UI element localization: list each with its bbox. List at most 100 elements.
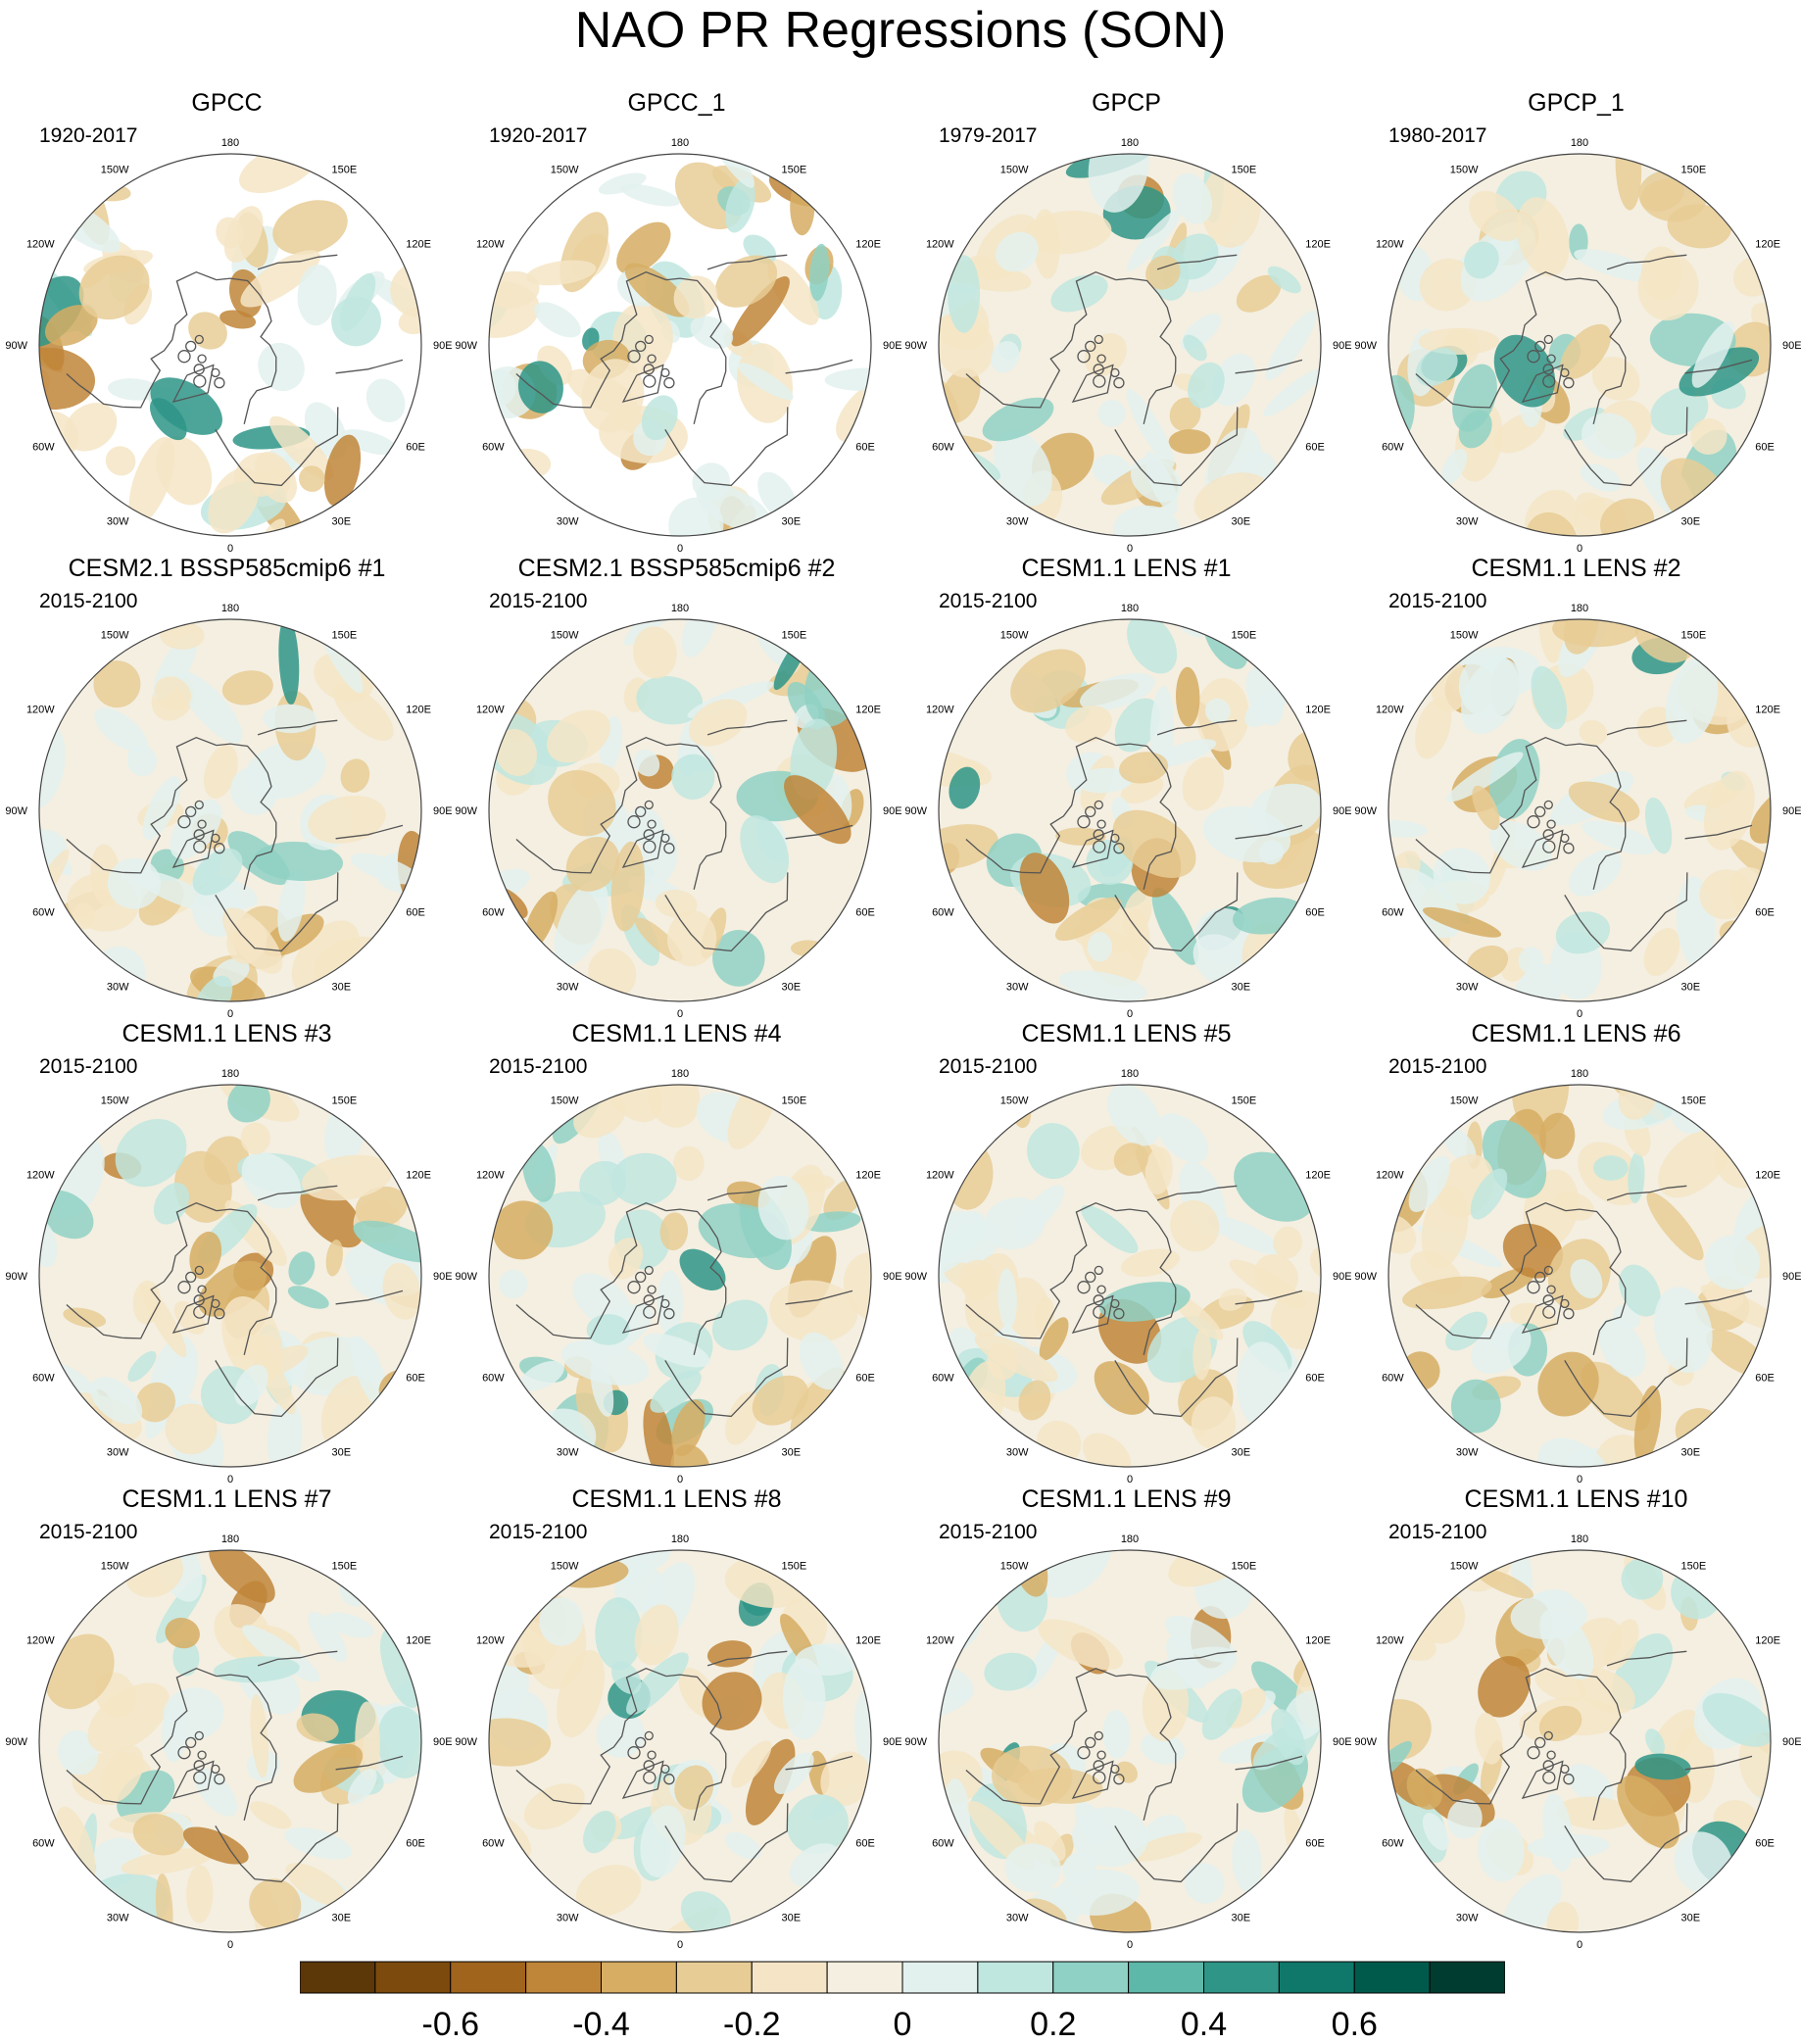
longitude-label: 90W	[1354, 1736, 1377, 1748]
longitude-label: 120W	[1376, 1170, 1404, 1182]
longitude-label: 60W	[932, 907, 954, 919]
longitude-label: 30W	[1456, 981, 1479, 993]
longitude-label: 90W	[455, 1736, 477, 1748]
longitude-label: 120W	[926, 705, 954, 716]
longitude-label: 180	[221, 603, 239, 614]
longitude-label: 90W	[904, 1271, 927, 1283]
longitude-label: 30E	[782, 1912, 802, 1923]
panel-period: 2015-2100	[489, 590, 588, 612]
longitude-label: 150W	[101, 630, 129, 642]
longitude-label: 150E	[782, 630, 807, 642]
panel-title: CESM1.1 LENS #7	[122, 1485, 332, 1513]
longitude-label: 180	[671, 137, 689, 149]
longitude-label: 60W	[32, 1373, 55, 1385]
longitude-label: 30W	[557, 1912, 579, 1923]
longitude-label: 150W	[1000, 165, 1029, 176]
longitude-label: 120W	[1376, 239, 1404, 251]
longitude-label: 90E	[433, 805, 452, 817]
coastlines	[965, 1185, 1303, 1418]
longitude-label: 60W	[1382, 442, 1404, 454]
longitude-label: 30E	[1681, 515, 1701, 527]
polar-map: 180 150E 120E 90E 60E 30E 0 30W 60W 90W 120W 150W	[455, 1068, 901, 1485]
panel-title: GPCP	[1092, 89, 1161, 117]
panel-period: 2015-2100	[489, 1055, 588, 1078]
longitude-label: 150E	[332, 630, 358, 642]
longitude-label: 150E	[1232, 165, 1257, 176]
longitude-label: 30W	[107, 981, 129, 993]
colorbar-swatch	[300, 1961, 376, 1994]
longitude-label: 60W	[482, 1373, 505, 1385]
longitude-label: 30W	[1006, 515, 1029, 527]
longitude-label: 60E	[406, 1373, 425, 1385]
coastlines	[66, 1650, 404, 1883]
longitude-label: 120E	[1755, 239, 1780, 251]
longitude-label: 120W	[476, 705, 505, 716]
longitude-label: 180	[221, 137, 239, 149]
longitude-label: 30W	[557, 1446, 579, 1458]
longitude-label: 0	[1577, 1474, 1582, 1485]
precip-field	[1388, 1550, 1771, 1932]
longitude-label: 120W	[926, 239, 954, 251]
longitude-label: 0	[677, 1008, 683, 1020]
longitude-label: 60E	[1305, 1838, 1325, 1850]
longitude-label: 90E	[883, 1736, 901, 1748]
longitude-label: 150W	[101, 1561, 129, 1573]
longitude-label: 180	[671, 1533, 689, 1545]
longitude-label: 30W	[557, 981, 579, 993]
longitude-label: 60E	[406, 1838, 425, 1850]
map-panel: CESM1.1 LENS #5 180 150E 120E 90E 60E 30E 0 30W 6…	[901, 1019, 1351, 1485]
polar-map: 180 150E 120E 90E 60E 30E 0 30W 60W 90W 120W 150W	[1354, 603, 1801, 1020]
longitude-label: 90E	[1782, 1271, 1801, 1283]
longitude-label: 60W	[32, 1838, 55, 1850]
longitude-label: 60W	[932, 1373, 954, 1385]
longitude-label: 150E	[332, 165, 358, 176]
map-panel: CESM1.1 LENS #3 180 150E 120E 90E 60E 30E 0 30W 6…	[2, 1019, 452, 1485]
longitude-label: 120E	[406, 705, 431, 716]
map-panel: CESM1.1 LENS #8 180 150E 120E 90E 60E 30E 0 30W 6…	[452, 1484, 901, 1951]
longitude-label: 180	[1121, 137, 1139, 149]
longitude-label: 150W	[1000, 1095, 1029, 1107]
coastlines	[66, 254, 404, 487]
polar-map: 180 150E 120E 90E 60E 30E 0 30W 60W 90W 120W 150W	[1354, 1068, 1801, 1485]
longitude-label: 60E	[1305, 907, 1325, 919]
coastlines	[515, 1185, 853, 1418]
longitude-label: 90W	[5, 805, 27, 817]
longitude-label: 150W	[551, 630, 579, 642]
colorbar-swatch	[374, 1961, 452, 1994]
colorbar-tick-label: -0.2	[723, 2006, 781, 2043]
longitude-label: 60W	[1382, 1838, 1404, 1850]
longitude-label: 90E	[1333, 340, 1351, 352]
precip-field	[489, 1550, 871, 1932]
longitude-label: 30E	[1681, 1446, 1701, 1458]
longitude-label: 60W	[32, 907, 55, 919]
longitude-label: 150E	[1681, 1561, 1707, 1573]
longitude-label: 90W	[5, 340, 27, 352]
longitude-label: 90W	[5, 1736, 27, 1748]
precip-field	[489, 154, 871, 536]
map-panel: GPCP_1 180 150E 120E 90E 60E 30E 0 30W 60W 90W 120W…	[1351, 88, 1801, 555]
colorbar-swatch	[1278, 1961, 1355, 1994]
polar-map: 180 150E 120E 90E 60E 30E 0 30W 60W 90W 120W 150W	[455, 1533, 901, 1951]
polar-map: 180 150E 120E 90E 60E 30E 0 30W 60W 90W 120W 150W	[455, 603, 901, 1020]
longitude-label: 120E	[1305, 705, 1331, 716]
colorbar-swatch	[450, 1961, 527, 1994]
map-panel: GPCC 180 150E 120E 90E 60E 30E 0 30W 60W 90W 120W 15…	[2, 88, 452, 555]
longitude-label: 120W	[26, 239, 55, 251]
longitude-label: 90W	[1354, 340, 1377, 352]
longitude-label: 120E	[1755, 1635, 1780, 1647]
panel-period: 1979-2017	[939, 124, 1038, 147]
longitude-label: 120W	[26, 1635, 55, 1647]
longitude-label: 30E	[782, 981, 802, 993]
colorbar-swatch	[601, 1961, 677, 1994]
panel-period: 2015-2100	[939, 1521, 1038, 1543]
coastlines	[515, 254, 853, 487]
longitude-label: 0	[1127, 543, 1133, 555]
longitude-label: 60E	[1755, 1838, 1775, 1850]
panel-period: 2015-2100	[1388, 590, 1487, 612]
map-panel: CESM1.1 LENS #9 180 150E 120E 90E 60E 30E 0 30W 6…	[901, 1484, 1351, 1951]
longitude-label: 180	[671, 1068, 689, 1080]
polar-map: 180 150E 120E 90E 60E 30E 0 30W 60W 90W 120W 150W	[904, 1068, 1351, 1485]
panel-period: 1980-2017	[1388, 124, 1487, 147]
longitude-label: 0	[1127, 1474, 1133, 1485]
panel-period: 2015-2100	[39, 1521, 138, 1543]
